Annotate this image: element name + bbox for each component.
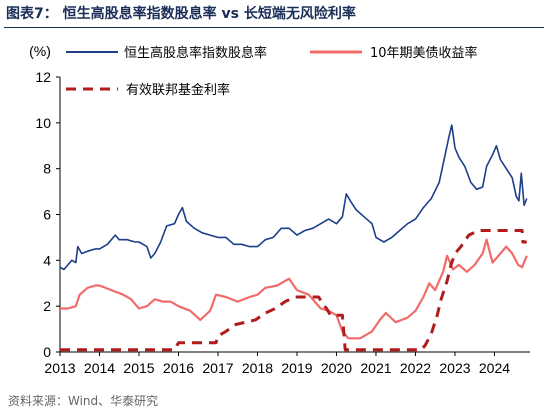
x-tick-label: 2015 <box>123 360 154 376</box>
y-tick-label: 10 <box>35 115 51 131</box>
x-tick-label: 2020 <box>321 360 352 376</box>
y-axis-label: (%) <box>29 43 51 59</box>
x-tick-label: 2016 <box>163 360 194 376</box>
x-tick-label: 2018 <box>242 360 273 376</box>
chart-title: 图表7： 恒生高股息率指数股息率 vs 长短端无风险利率 <box>6 6 356 22</box>
x-tick-label: 2014 <box>84 360 115 376</box>
dividend-yield-chart: 0 2 4 6 8 10 12 (%) 2013 2014 2015 2016 2017 2018 2019… <box>29 43 530 376</box>
x-tick-label: 2019 <box>281 360 312 376</box>
x-tick-label: 2021 <box>360 360 391 376</box>
x-tick-label: 2022 <box>400 360 431 376</box>
y-tick-label: 12 <box>35 69 51 85</box>
y-tick-label: 2 <box>43 298 51 314</box>
legend-fed-funds-label: 有效联邦基金利率 <box>126 82 230 98</box>
legend-ust-label: 10年期美债收益率 <box>370 45 478 61</box>
hsi-dividend-yield-line <box>59 124 528 271</box>
x-tick-label: 2024 <box>479 360 510 376</box>
y-tick-label: 8 <box>43 161 51 177</box>
ust-10y-yield-line <box>60 238 528 340</box>
source-note: 资料来源：Wind、华泰研究 <box>8 394 159 408</box>
legend-hsi-label: 恒生高股息率指数股息率 <box>124 45 267 61</box>
x-tick-label: 2017 <box>202 360 233 376</box>
x-tick-label: 2013 <box>44 360 75 376</box>
x-tick-label: 2023 <box>439 360 470 376</box>
y-tick-label: 0 <box>43 344 51 360</box>
y-tick-label: 4 <box>43 252 51 268</box>
fed-funds-rate-line <box>60 229 527 352</box>
title-rule <box>4 27 544 28</box>
y-tick-label: 6 <box>43 207 51 223</box>
